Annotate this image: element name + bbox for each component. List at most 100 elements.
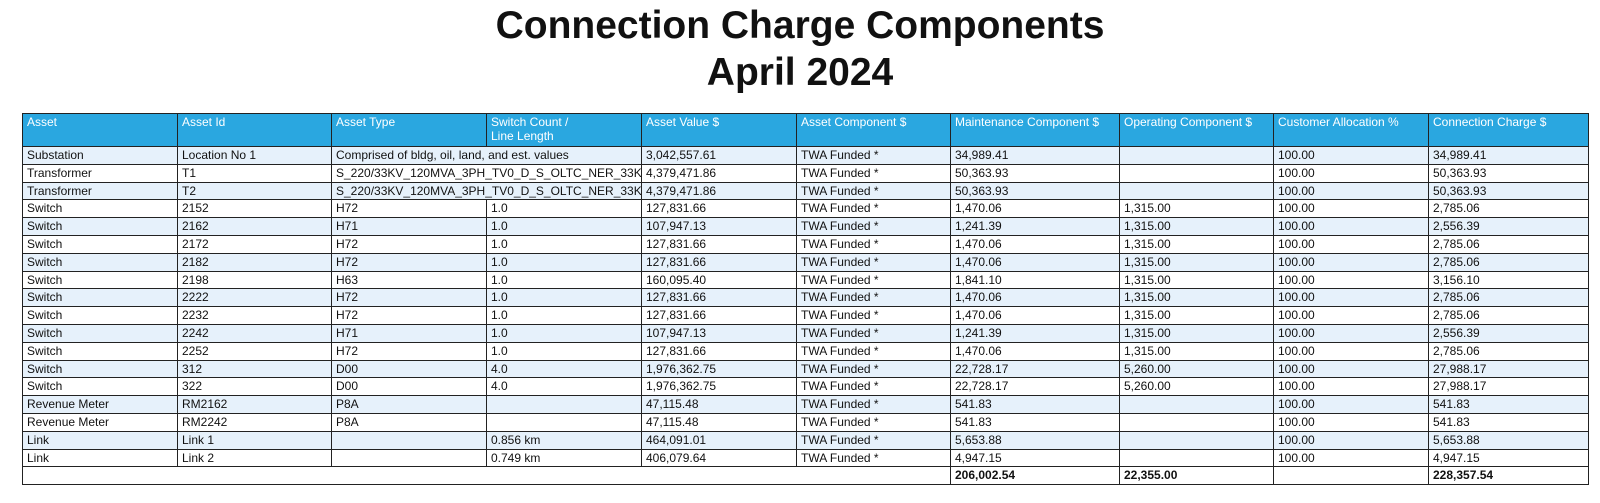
table-cell: TWA Funded * <box>796 146 951 165</box>
title: Connection Charge Components <box>495 4 1105 47</box>
table-cell: H72 <box>331 234 487 254</box>
table-cell: 100.00 <box>1273 181 1429 201</box>
total-cell: 22,355.00 <box>1119 466 1274 486</box>
table-cell: TWA Funded * <box>796 217 951 236</box>
table-cell: H72 <box>331 199 487 219</box>
table-row: Switch 2232 H72 1.0 127,831.66 TWA Funded * 1,… <box>22 306 1589 325</box>
table-row: Link Link 1 0.856 km 464,091.01 TWA Funded *… <box>22 430 1589 450</box>
table-cell: 2,556.39 <box>1428 217 1589 236</box>
table-cell: 47,115.48 <box>641 395 797 414</box>
table-row: Switch 2172 H72 1.0 127,831.66 TWA Funded * 1,… <box>22 234 1589 254</box>
table-cell: Comprised of bldg, oil, land, and est. v… <box>331 146 642 165</box>
table-cell: 4,379,471.86 <box>641 163 797 183</box>
column-header-line: Switch Count / <box>491 115 569 129</box>
table-cell: 1,976,362.75 <box>641 359 797 379</box>
table-cell: Switch <box>22 377 178 397</box>
table-cell: 312 <box>177 359 332 379</box>
table-cell: Link <box>22 448 178 468</box>
table-cell: P8A <box>331 412 487 432</box>
empty-cell <box>331 448 487 468</box>
table-cell: 5,653.88 <box>950 430 1120 450</box>
table-cell: 34,989.41 <box>950 146 1120 165</box>
table-cell: 1,241.39 <box>950 217 1120 236</box>
table-cell: 27,988.17 <box>1428 377 1589 397</box>
table-cell: 2,785.06 <box>1428 341 1589 361</box>
table-cell: T1 <box>177 163 332 183</box>
column-header: Asset Component $ <box>796 113 951 147</box>
table-cell: 1,315.00 <box>1119 234 1274 254</box>
table-cell: 1,470.06 <box>950 341 1120 361</box>
total-cell: 228,357.54 <box>1428 466 1589 486</box>
table-cell: Link <box>22 430 178 450</box>
table-cell: Revenue Meter <box>22 412 178 432</box>
column-header: Asset Type <box>331 113 487 147</box>
table-cell: 1.0 <box>486 323 642 343</box>
table-cell: 2232 <box>177 306 332 325</box>
table-cell: TWA Funded * <box>796 270 951 290</box>
table-cell: H72 <box>331 252 487 272</box>
table-cell: 100.00 <box>1273 359 1429 379</box>
table-cell: Switch <box>22 306 178 325</box>
table-cell: D00 <box>331 377 487 397</box>
table-cell: 2172 <box>177 234 332 254</box>
table-cell: 50,363.93 <box>1428 163 1589 183</box>
table-cell: 1,315.00 <box>1119 252 1274 272</box>
table-cell: 127,831.66 <box>641 306 797 325</box>
table-cell: 100.00 <box>1273 252 1429 272</box>
empty-cell <box>1119 181 1274 201</box>
table-cell: 4.0 <box>486 359 642 379</box>
table-cell: 1,841.10 <box>950 270 1120 290</box>
table-cell: 100.00 <box>1273 288 1429 308</box>
table-cell: 1,315.00 <box>1119 217 1274 236</box>
table-row: Transformer T1 S_220/33KV_120MVA_3PH_TV0_D… <box>22 163 1589 183</box>
table-cell: TWA Funded * <box>796 341 951 361</box>
table-cell: 5,260.00 <box>1119 359 1274 379</box>
table-cell: 100.00 <box>1273 199 1429 219</box>
table-cell: TWA Funded * <box>796 234 951 254</box>
table-cell: Switch <box>22 252 178 272</box>
table-cell: TWA Funded * <box>796 430 951 450</box>
table-cell: 100.00 <box>1273 270 1429 290</box>
table-cell: 2,785.06 <box>1428 288 1589 308</box>
table-cell: 107,947.13 <box>641 323 797 343</box>
table-cell: 5,653.88 <box>1428 430 1589 450</box>
table-cell: 127,831.66 <box>641 341 797 361</box>
table-cell: 4,379,471.86 <box>641 181 797 201</box>
table-cell: TWA Funded * <box>796 288 951 308</box>
table-cell: TWA Funded * <box>796 163 951 183</box>
table-cell: 3,156.10 <box>1428 270 1589 290</box>
table-cell: TWA Funded * <box>796 199 951 219</box>
table-cell: 100.00 <box>1273 412 1429 432</box>
table-cell: 2242 <box>177 323 332 343</box>
table-row: Switch 2242 H71 1.0 107,947.13 TWA Funded * 1,… <box>22 323 1589 343</box>
table-cell: TWA Funded * <box>796 323 951 343</box>
table-row: Switch 322 D00 4.0 1,976,362.75 TWA Funded * 2… <box>22 377 1589 397</box>
table-cell: 1,315.00 <box>1119 341 1274 361</box>
table-cell: 1.0 <box>486 217 642 236</box>
table-cell: RM2242 <box>177 412 332 432</box>
table-cell: S_220/33KV_120MVA_3PH_TV0_D_S_OLTC_NER_3… <box>331 181 642 201</box>
column-header: Switch Count / Line Length <box>486 113 642 147</box>
table-cell: 2162 <box>177 217 332 236</box>
table-cell: 100.00 <box>1273 377 1429 397</box>
table-cell: 100.00 <box>1273 306 1429 325</box>
subtitle: April 2024 <box>706 51 894 94</box>
table-cell: H72 <box>331 288 487 308</box>
table-cell: T2 <box>177 181 332 201</box>
table-cell: TWA Funded * <box>796 412 951 432</box>
table-cell: 4,947.15 <box>1428 448 1589 468</box>
table-cell: 127,831.66 <box>641 199 797 219</box>
table-cell: Revenue Meter <box>22 395 178 414</box>
table-cell: 2,785.06 <box>1428 306 1589 325</box>
column-header-line: Line Length <box>491 129 554 143</box>
table-cell: 1.0 <box>486 270 642 290</box>
total-row: 206,002.54 22,355.00 228,357.54 <box>22 466 1589 486</box>
table-cell: 1.0 <box>486 252 642 272</box>
table-cell: 2198 <box>177 270 332 290</box>
empty-cell <box>1119 430 1274 450</box>
table-cell: 100.00 <box>1273 341 1429 361</box>
table-cell: 1,315.00 <box>1119 270 1274 290</box>
table-cell: 1,315.00 <box>1119 199 1274 219</box>
table-cell: Switch <box>22 288 178 308</box>
